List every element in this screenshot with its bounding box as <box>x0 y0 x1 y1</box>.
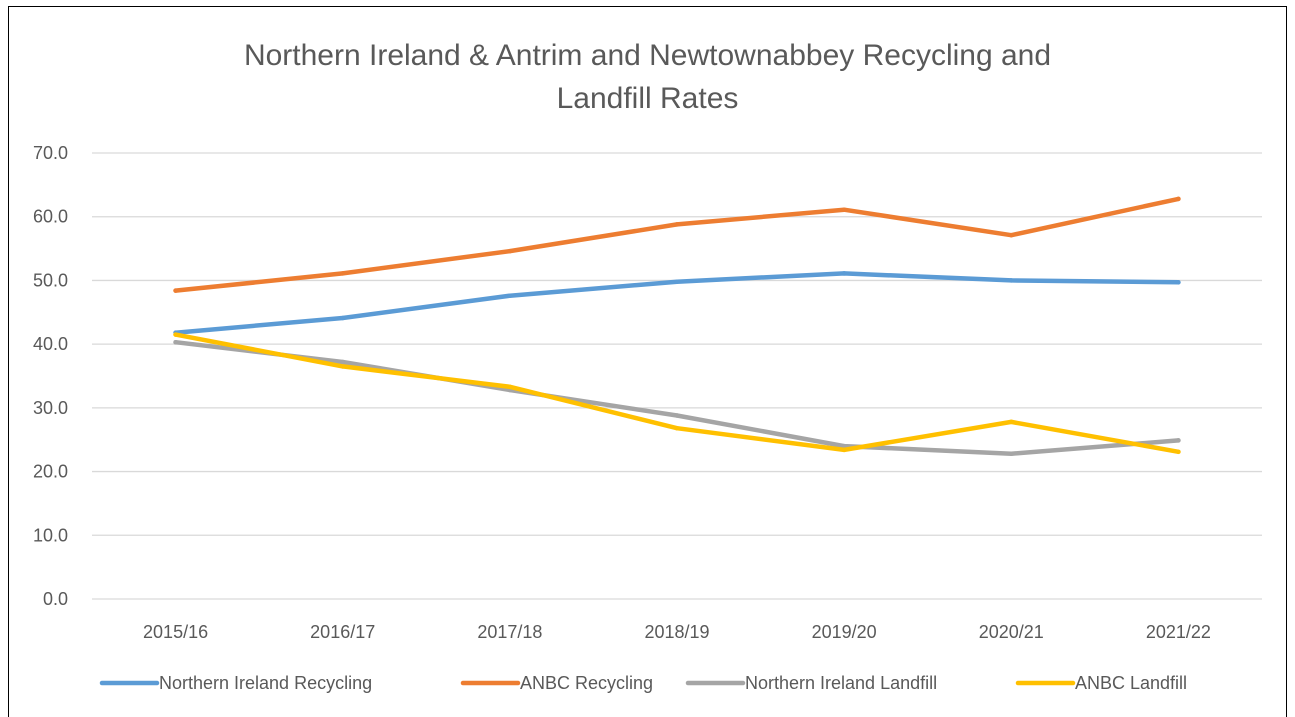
x-tick-label: 2015/16 <box>143 622 208 642</box>
data-point <box>674 413 680 418</box>
legend-label-0: Northern Ireland Recycling <box>159 673 372 693</box>
series-line-1 <box>173 196 1181 293</box>
data-point <box>507 384 513 390</box>
x-tick-label: 2016/17 <box>310 622 375 642</box>
legend: Northern Ireland Recycling ANBC Recycling… <box>99 673 1187 693</box>
data-point <box>1176 438 1181 443</box>
chart-title-line-2: Landfill Rates <box>556 82 739 115</box>
data-point <box>507 293 513 298</box>
y-tick-label: 40.0 <box>33 334 68 354</box>
x-tick-label: 2017/18 <box>477 622 542 642</box>
x-tick-label: 2018/19 <box>644 622 709 642</box>
data-point <box>340 315 345 321</box>
y-tick-label: 60.0 <box>33 207 68 227</box>
data-point <box>173 288 178 293</box>
y-tick-label: 50.0 <box>33 270 68 290</box>
legend-label-1: ANBC Recycling <box>520 673 653 693</box>
data-point <box>507 248 513 254</box>
chart-title-line-1: Northern Ireland & Antrim and Newtownabb… <box>243 39 1052 72</box>
legend-label-3: ANBC Landfill <box>1075 673 1187 693</box>
data-point <box>841 443 847 449</box>
data-point <box>340 359 345 365</box>
data-point <box>173 339 178 345</box>
y-tick-label: 10.0 <box>33 525 68 545</box>
x-tick-label: 2021/22 <box>1146 622 1211 642</box>
data-point <box>1009 451 1014 456</box>
data-point <box>674 425 680 431</box>
data-point <box>674 222 680 227</box>
y-tick-label: 20.0 <box>33 462 68 482</box>
y-tick-label: 0.0 <box>43 589 68 609</box>
series-line-3 <box>173 332 1181 455</box>
data-point <box>841 271 847 276</box>
y-tick-label: 70.0 <box>33 143 68 163</box>
data-point <box>841 447 847 453</box>
data-point <box>674 279 680 284</box>
legend-label-2: Northern Ireland Landfill <box>745 673 937 693</box>
series-lines <box>173 196 1181 456</box>
chart-title: Northern Ireland & Antrim and Newtownabb… <box>0 34 1295 120</box>
x-tick-label: 2020/21 <box>979 622 1044 642</box>
data-point <box>1176 449 1181 455</box>
gridlines <box>92 152 1262 600</box>
data-point <box>340 271 345 276</box>
data-point <box>841 207 847 212</box>
data-point <box>173 332 178 337</box>
y-tick-label: 30.0 <box>33 398 68 418</box>
x-axis: 2015/16 2016/17 2017/18 2018/19 2019/20 2020/… <box>143 622 1211 642</box>
series-line-2 <box>173 339 1181 456</box>
data-point <box>1009 278 1014 283</box>
data-point <box>1176 196 1181 202</box>
y-axis: 0.0 10.0 20.0 30.0 40.0 50.0 60.0 70.0 <box>33 143 68 609</box>
data-point <box>1009 419 1014 425</box>
data-point <box>1176 280 1181 285</box>
x-tick-label: 2019/20 <box>812 622 877 642</box>
data-point <box>1009 232 1014 238</box>
data-point <box>340 364 345 369</box>
